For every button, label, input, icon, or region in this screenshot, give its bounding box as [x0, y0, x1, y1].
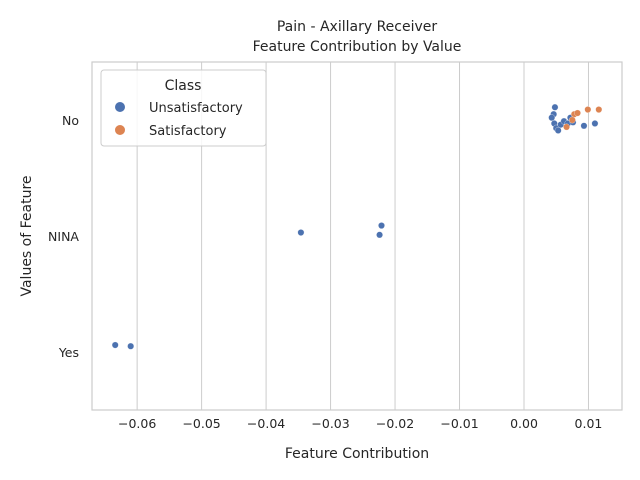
- y-tick-label: No: [62, 113, 79, 128]
- data-point-unsatisfactory: [551, 103, 559, 111]
- x-tick-label: −0.03: [311, 416, 349, 431]
- legend-label-unsatisfactory: Unsatisfactory: [149, 101, 243, 116]
- data-point-unsatisfactory: [297, 229, 305, 236]
- data-points: [111, 103, 603, 350]
- x-tick-label: −0.04: [247, 416, 285, 431]
- data-point-unsatisfactory: [591, 120, 599, 127]
- y-tick-label: Yes: [58, 345, 79, 360]
- y-axis-label: Values of Feature: [19, 175, 35, 296]
- data-point-unsatisfactory: [376, 231, 383, 239]
- y-axis-ticks: No NINA Yes: [48, 113, 79, 360]
- data-point-satisfactory: [574, 109, 581, 117]
- data-point-unsatisfactory: [580, 122, 588, 130]
- x-tick-label: −0.01: [440, 416, 478, 431]
- legend-title: Class: [165, 78, 202, 94]
- legend: Class Unsatisfactory Satisfactory: [100, 69, 267, 147]
- data-point-unsatisfactory: [127, 342, 135, 350]
- legend-box: [100, 69, 267, 147]
- x-tick-label: 0.00: [510, 416, 538, 431]
- data-point-unsatisfactory: [548, 114, 556, 122]
- x-tick-label: −0.06: [118, 416, 156, 431]
- y-tick-label: NINA: [48, 229, 79, 244]
- data-point-unsatisfactory: [378, 222, 385, 229]
- x-tick-label: −0.02: [376, 416, 414, 431]
- data-point-satisfactory: [569, 116, 576, 124]
- data-point-unsatisfactory: [554, 127, 562, 134]
- data-point-satisfactory: [563, 123, 570, 131]
- legend-swatch-unsatisfactory: [115, 102, 125, 112]
- chart-subtitle: Feature Contribution by Value: [253, 39, 462, 55]
- legend-swatch-satisfactory: [115, 125, 125, 135]
- x-tick-label: −0.05: [182, 416, 220, 431]
- data-point-satisfactory: [584, 106, 592, 113]
- plot-frame: [91, 61, 623, 411]
- chart-title: Pain - Axillary Receiver: [277, 19, 438, 35]
- x-tick-label: 0.01: [575, 416, 603, 431]
- data-point-satisfactory: [595, 106, 603, 113]
- x-axis-ticks: −0.06 −0.05 −0.04 −0.03 −0.02 −0.01 0.00 0.01: [118, 416, 602, 431]
- x-axis-label: Feature Contribution: [285, 446, 429, 462]
- data-point-unsatisfactory: [111, 341, 119, 349]
- legend-label-satisfactory: Satisfactory: [149, 124, 227, 139]
